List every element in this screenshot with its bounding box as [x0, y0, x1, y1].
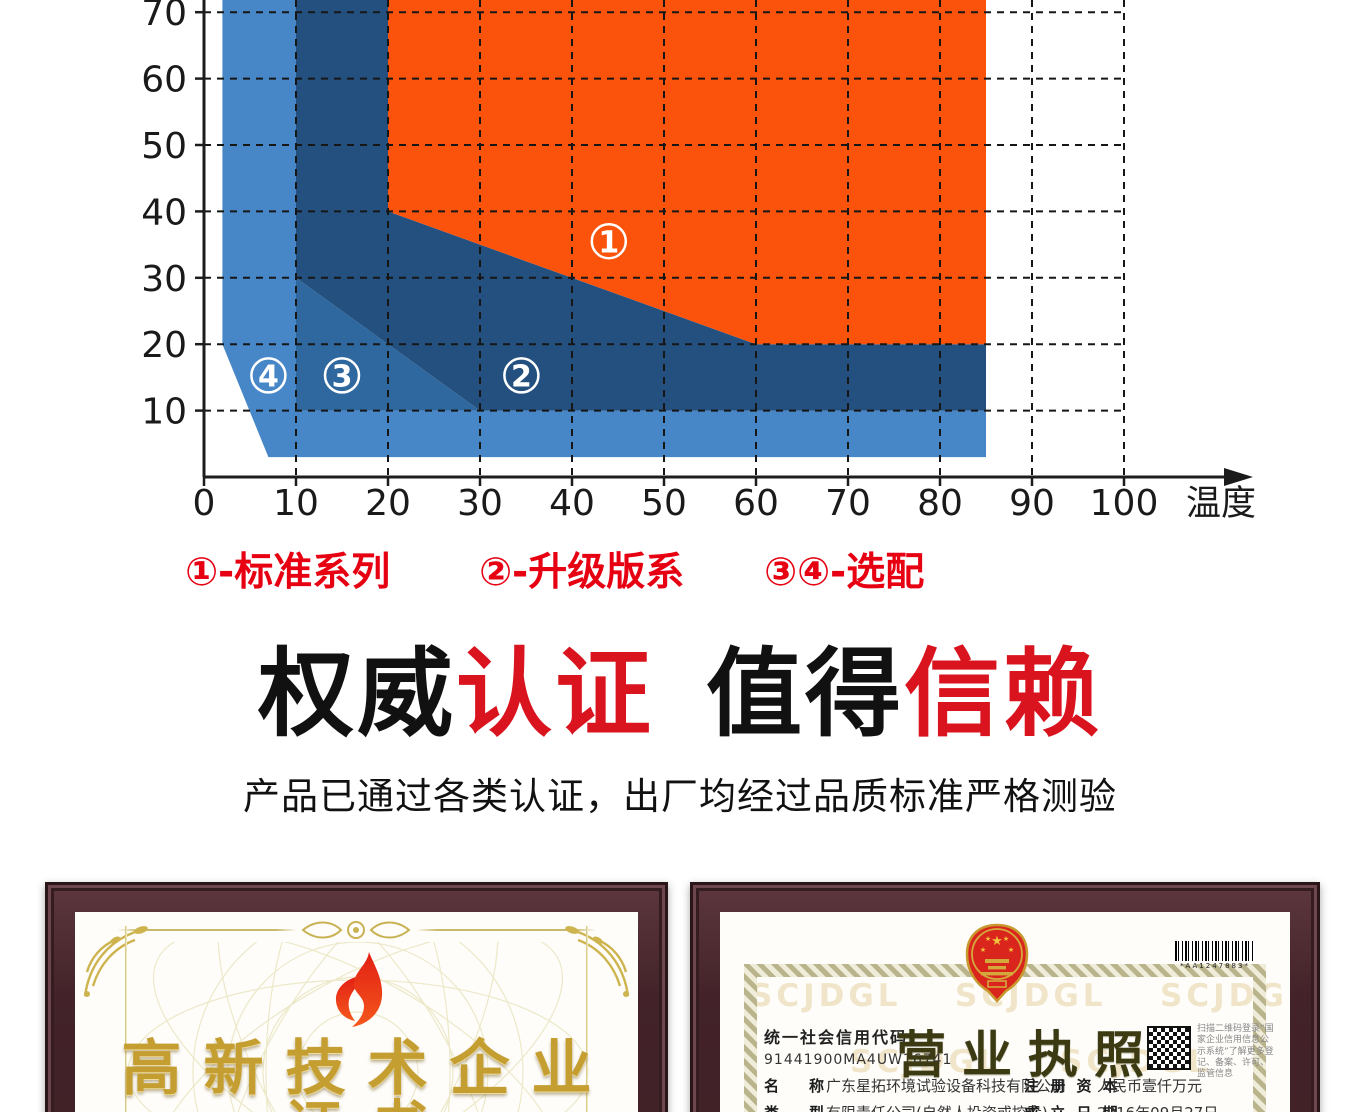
legend-item-optional: ③④-选配 [764, 550, 925, 595]
headline-part-1: 权威 [258, 638, 456, 750]
x-tick-label-40: 40 [549, 483, 595, 524]
field-value-type: 有限责任公司(自然人投资或控股) [826, 1102, 1048, 1112]
chart-region-2 [296, 0, 986, 411]
y-tick-label-70: 70 [141, 0, 187, 34]
region-label-3: 3 [332, 359, 353, 394]
credit-code-label: 统一社会信用代码 [764, 1028, 909, 1047]
x-tick-label-0: 0 [193, 483, 216, 524]
field-label-name: 名 称 [764, 1077, 825, 1095]
x-tick-label-70: 70 [825, 483, 871, 524]
x-tick-label-30: 30 [457, 483, 503, 524]
region-label-circle-1 [590, 223, 628, 260]
headline-part-3: 值得 [706, 638, 904, 750]
legend-item-upgraded-series: ②-升级版系 [479, 550, 685, 595]
gold-rule-left [117, 929, 297, 931]
barcode-number: *AA1247883* [1180, 962, 1250, 970]
y-tick-label-30: 30 [141, 259, 187, 300]
headline-part-4: 信赖 [904, 638, 1102, 750]
qr-note-text: 扫描二维码登录“国家企业信用信息公示系统”了解更多登记、备案、许可、监管信息 [1197, 1024, 1274, 1079]
hightech-certificate-subtitle: 证书 [75, 1082, 638, 1112]
region-label-circle-2 [503, 357, 540, 394]
certificate-frame-license: SCJDGL SCJDGL SCJDGL SCJDGL SCJDGL SCJDG… [690, 882, 1320, 1112]
svg-text:★: ★ [1008, 946, 1014, 954]
business-license-title: 营业执照 [896, 1026, 1160, 1084]
field-label-establish-date: 成 立 日 期 [1024, 1102, 1121, 1112]
field-label-type: 类 型 [764, 1102, 824, 1112]
y-tick-label-50: 50 [141, 126, 187, 167]
business-license-paper: SCJDGL SCJDGL SCJDGL SCJDGL SCJDGL SCJDG… [720, 912, 1290, 1112]
temperature-range-chart: 0 10 20 30 40 50 60 70 80 90 100 10 20 30 40 50 60 70 温度 4 3… [0, 0, 1360, 535]
legend-item-standard-series: ①-标准系列 [185, 550, 391, 595]
region-label-circle-3 [323, 357, 361, 394]
credit-code-value: 91441900MA4UW16741 [764, 1052, 953, 1068]
field-label-registered-capital: 注 册 资 本 [1024, 1077, 1121, 1095]
hightech-certificate-paper: 高新技术企业 证书 [75, 912, 638, 1112]
x-tick-label-80: 80 [917, 483, 963, 524]
x-tick-label-60: 60 [733, 483, 779, 524]
svg-text:★: ★ [991, 934, 1003, 949]
region-label-4: 4 [258, 359, 279, 394]
headline: 权威认证 值得信赖 [0, 644, 1360, 745]
gold-rule-right [416, 929, 596, 931]
field-value-name: 广东星拓环境试验设备科技有限公司 [826, 1077, 1067, 1095]
svg-text:★: ★ [985, 935, 991, 943]
chart-legend: ①-标准系列 ②-升级版系 ③④-选配 [0, 541, 1360, 595]
field-value-establish-date: 2016年09月27日 [1097, 1102, 1218, 1112]
qr-code [1147, 1026, 1191, 1070]
headline-subtitle: 产品已通过各类认证，出厂均经过品质标准严格测验 [243, 775, 1117, 818]
credit-code-block: 统一社会信用代码 91441900MA4UW16741 [764, 1024, 952, 1068]
corner-flourish-right-icon [565, 926, 630, 997]
svg-text:★: ★ [1003, 935, 1009, 943]
x-tick-label-50: 50 [641, 483, 687, 524]
headline-part-2: 认证 [456, 638, 654, 750]
region-label-2: 2 [511, 359, 532, 394]
rule-center-ornament [301, 921, 411, 939]
x-axis-arrow [1224, 468, 1253, 486]
region-label-1: 1 [598, 225, 619, 260]
hightech-certificate-title: 高新技术企业 [121, 1034, 614, 1104]
region-label-circle-4 [250, 357, 287, 394]
y-tick-label-60: 60 [141, 60, 187, 101]
chart-region-1 [388, 0, 986, 345]
y-tick-label-20: 20 [141, 325, 187, 366]
temperature-range-chart-svg: 0 10 20 30 40 50 60 70 80 90 100 10 20 30 40 50 60 70 温度 4 3… [141, 0, 1256, 524]
guilloche-pattern [127, 942, 589, 1112]
side-border-left [125, 926, 127, 1112]
svg-text:★: ★ [980, 946, 986, 954]
x-tick-label-10: 10 [273, 483, 319, 524]
field-value-registered-capital: 人民币壹仟万元 [1097, 1077, 1203, 1095]
x-tick-label-20: 20 [365, 483, 411, 524]
barcode [1175, 941, 1255, 961]
x-tick-label-90: 90 [1009, 483, 1055, 524]
x-tick-label-100: 100 [1090, 483, 1159, 524]
x-axis-title: 温度 [1186, 484, 1256, 524]
certificate-frame-hightech: 高新技术企业 证书 [45, 882, 668, 1112]
y-tick-label-40: 40 [141, 192, 187, 233]
national-emblem-icon: ★ ★ ★ ★ ★ [965, 923, 1029, 1003]
side-border-right [586, 926, 588, 1112]
corner-flourish-left-icon [83, 926, 148, 997]
y-tick-label-10: 10 [141, 392, 187, 433]
torch-flame-icon [335, 952, 383, 1027]
